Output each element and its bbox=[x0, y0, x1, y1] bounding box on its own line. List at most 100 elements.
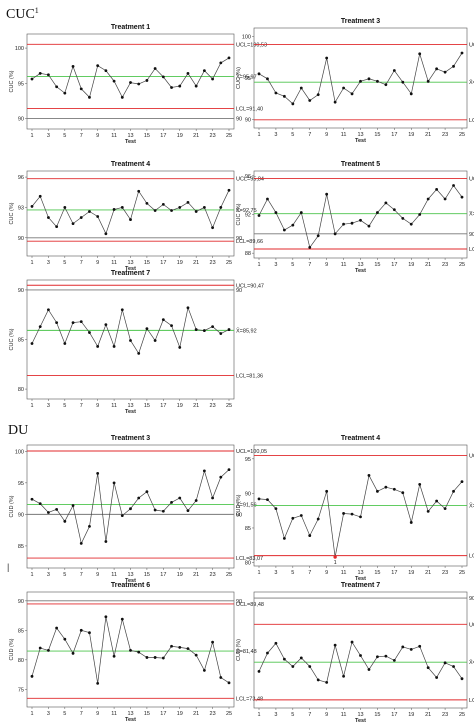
data-point bbox=[392, 658, 396, 662]
x-tick-label: 9 bbox=[96, 403, 99, 409]
x-tick-label: 7 bbox=[308, 712, 311, 718]
x-tick-label: 21 bbox=[425, 262, 431, 268]
data-point bbox=[120, 514, 124, 518]
data-point bbox=[202, 206, 206, 209]
data-point bbox=[186, 72, 190, 75]
x-tick-label: 11 bbox=[111, 133, 117, 139]
data-point bbox=[145, 79, 149, 82]
data-point bbox=[316, 234, 320, 238]
data-point bbox=[79, 320, 83, 324]
data-point bbox=[299, 86, 303, 90]
ref-label-mean: X̄=88,24 bbox=[469, 503, 474, 510]
data-point bbox=[211, 325, 214, 329]
x-tick-label: 5 bbox=[63, 133, 66, 139]
data-point bbox=[161, 202, 165, 206]
y-tick-label: 96 bbox=[245, 174, 251, 180]
data-point bbox=[202, 469, 206, 473]
data-point bbox=[376, 655, 379, 659]
series-line bbox=[258, 52, 463, 105]
y-tick-label: 85 bbox=[18, 338, 24, 344]
chart-panel-9: Treatment 7 90 UCL=85,70 X̄=79,51 LCL=73,33 1… bbox=[236, 582, 474, 724]
ref-label-LCL: LCL=73,48 bbox=[236, 696, 263, 702]
x-tick-label: 11 bbox=[111, 711, 117, 717]
x-tick-label: 5 bbox=[63, 572, 66, 578]
data-point bbox=[129, 218, 132, 221]
data-point bbox=[435, 676, 439, 679]
x-tick-label: 17 bbox=[160, 403, 166, 409]
x-tick-label: 21 bbox=[425, 132, 431, 138]
data-point bbox=[257, 669, 261, 673]
data-point bbox=[47, 73, 50, 77]
data-point bbox=[219, 61, 223, 65]
data-point bbox=[88, 524, 91, 528]
data-point bbox=[153, 67, 157, 70]
chart-panel-8: Treatment 690UCL=89,48X̄=81,48LCL=73,487… bbox=[9, 582, 264, 723]
data-point bbox=[376, 211, 379, 214]
x-tick-label: 19 bbox=[177, 133, 183, 139]
data-point bbox=[161, 318, 165, 322]
y-axis-label: CUC (%) bbox=[9, 202, 15, 224]
data-point bbox=[435, 187, 439, 191]
data-point bbox=[443, 507, 447, 511]
data-point bbox=[170, 644, 173, 648]
ref-label-UCL: UCL=90,47 bbox=[236, 283, 264, 289]
data-point bbox=[342, 674, 345, 678]
data-point bbox=[266, 498, 269, 502]
data-point bbox=[282, 94, 286, 98]
data-point bbox=[112, 208, 116, 211]
data-point bbox=[392, 487, 396, 491]
chart-panel-7: Treatment 4 UCL=95,47 X̄=88,24 LCL=81,00 80 8… bbox=[236, 435, 474, 582]
x-tick-label: 1 bbox=[30, 572, 33, 578]
data-point bbox=[350, 92, 354, 96]
x-tick-label: 7 bbox=[80, 260, 83, 266]
data-point bbox=[129, 507, 132, 511]
data-point bbox=[227, 188, 231, 192]
ref-label-LCL: LCL=81,36 bbox=[236, 374, 263, 380]
data-point bbox=[418, 483, 422, 486]
data-point bbox=[153, 508, 157, 512]
data-point bbox=[376, 489, 379, 493]
data-point bbox=[38, 502, 42, 506]
data-point bbox=[384, 83, 388, 87]
y-tick-label: 100 bbox=[15, 46, 24, 52]
x-tick-label: 9 bbox=[96, 260, 99, 266]
data-point bbox=[47, 308, 50, 312]
ref-label-mean: X̄=92,75 bbox=[236, 207, 257, 214]
x-tick-label: 15 bbox=[374, 712, 380, 718]
y-tick-label: 90 bbox=[18, 599, 24, 605]
data-point bbox=[325, 680, 329, 684]
x-tick-label: 13 bbox=[127, 711, 133, 717]
data-point bbox=[194, 84, 198, 88]
x-tick-label: 25 bbox=[459, 132, 465, 138]
data-point bbox=[274, 507, 278, 511]
data-point bbox=[104, 540, 108, 543]
data-point bbox=[178, 84, 182, 88]
section-du-label: DU bbox=[8, 423, 28, 438]
data-point bbox=[443, 197, 447, 201]
x-tick-label: 19 bbox=[177, 260, 183, 266]
data-point bbox=[194, 328, 198, 331]
x-axis-label: Test bbox=[125, 578, 136, 584]
data-point bbox=[291, 665, 295, 668]
x-tick-label: 1 bbox=[30, 403, 33, 409]
data-point bbox=[316, 517, 320, 521]
ref-label-mean: X̄=94,50 bbox=[469, 79, 474, 86]
x-tick-label: 3 bbox=[47, 711, 50, 717]
data-point bbox=[170, 86, 173, 89]
data-point bbox=[145, 201, 149, 205]
plot-frame bbox=[253, 170, 468, 259]
chart-title: Treatment 3 bbox=[341, 18, 380, 25]
x-tick-label: 17 bbox=[160, 711, 166, 717]
data-point bbox=[55, 626, 59, 630]
x-tick-label: 9 bbox=[96, 711, 99, 717]
data-point bbox=[137, 496, 141, 500]
chart-title: Treatment 7 bbox=[341, 582, 380, 589]
chart-panels: Treatment 1 UCL=100,53 X̄=95,97 LCL=91,40 90… bbox=[9, 18, 474, 724]
x-tick-label: 9 bbox=[325, 712, 328, 718]
plot-frame bbox=[253, 591, 468, 709]
x-tick-label: 7 bbox=[308, 262, 311, 268]
x-tick-label: 7 bbox=[80, 403, 83, 409]
data-point bbox=[333, 100, 337, 104]
ref-label-mean: X̄=91,56 bbox=[236, 502, 257, 509]
x-tick-label: 23 bbox=[442, 262, 448, 268]
